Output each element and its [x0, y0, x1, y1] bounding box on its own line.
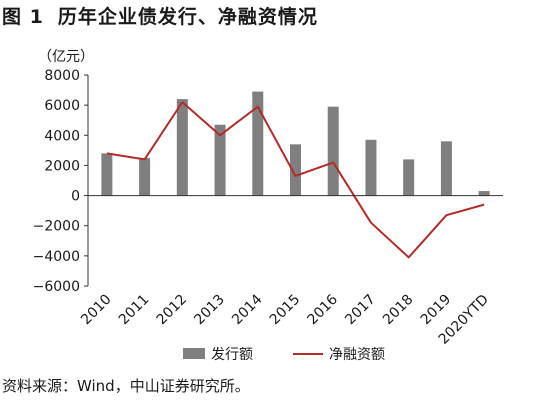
y-tick-label: 4000: [44, 128, 80, 144]
x-tick-label: 2012: [154, 292, 191, 329]
figure-title: 图 1 历年企业债发行、净融资情况: [2, 2, 318, 29]
bar: [101, 153, 113, 196]
bar-series: [101, 91, 490, 196]
source-note: 资料来源：Wind，中山证券研究所。: [2, 377, 250, 395]
bar: [214, 124, 226, 196]
x-tick-label: 2013: [191, 292, 228, 329]
x-tick-label: 2015: [267, 292, 304, 329]
y-tick-label: 2000: [44, 158, 80, 174]
y-tick-label: −4000: [33, 249, 80, 265]
bar: [478, 191, 490, 196]
bar: [252, 91, 264, 196]
bar: [327, 106, 339, 196]
y-tick-label: 0: [71, 189, 80, 205]
bar: [365, 139, 377, 196]
y-tick-label: −2000: [33, 219, 80, 235]
y-axis: 8000 6000 4000 2000 0 −2000 −4000 −6000: [33, 68, 89, 295]
bar: [290, 144, 301, 196]
legend: 发行额 净融资额: [183, 347, 385, 363]
x-tick-label: 2010: [78, 292, 115, 329]
x-tick-label: 2014: [229, 291, 266, 328]
legend-bar-swatch: [183, 348, 205, 359]
bar: [176, 99, 188, 196]
figure-title-text: 历年企业债发行、净融资情况: [57, 6, 318, 28]
x-tick-label: 2018: [380, 292, 417, 329]
x-tick-label: 2016: [305, 291, 342, 328]
bar: [139, 157, 151, 196]
y-tick-label: −6000: [33, 279, 80, 295]
y-unit-label: （亿元）: [38, 49, 94, 65]
net-financing-line: [106, 101, 485, 259]
y-tick-label: 6000: [44, 98, 80, 114]
legend-line-label: 净融资额: [329, 347, 385, 363]
bar: [440, 141, 452, 196]
y-tick-label: 8000: [44, 68, 80, 84]
x-tick-label: 2011: [116, 292, 153, 329]
figure-number: 图 1: [2, 6, 44, 28]
x-tick-label: 2017: [342, 292, 379, 329]
line-series: [106, 101, 485, 259]
bar: [403, 159, 415, 196]
legend-bar-label: 发行额: [211, 347, 253, 363]
x-axis: 2010 2011 2012 2013 2014 2015 2016 2017 2018 2019…: [78, 195, 503, 348]
